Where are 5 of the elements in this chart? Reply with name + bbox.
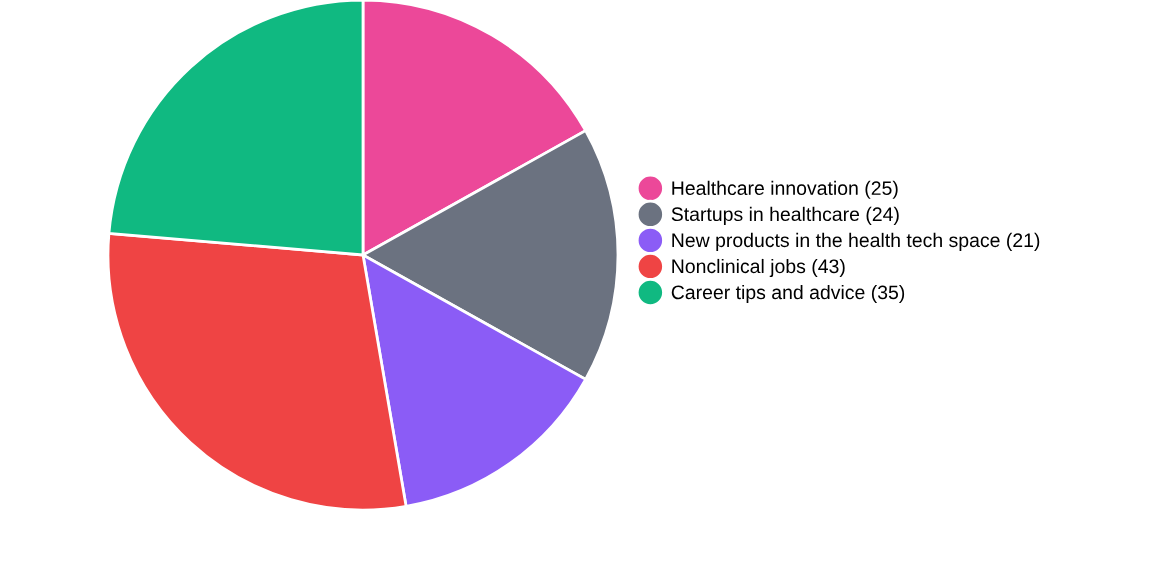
legend-label: Startups in healthcare (24) [671,206,899,225]
legend-label: Nonclinical jobs (43) [672,258,845,278]
legend-label: Healthcare innovation (25) [672,180,898,199]
legend-label: New products in the health tech space (21) [672,232,1040,251]
legend-label: Career tips and advice (35) [671,284,905,304]
